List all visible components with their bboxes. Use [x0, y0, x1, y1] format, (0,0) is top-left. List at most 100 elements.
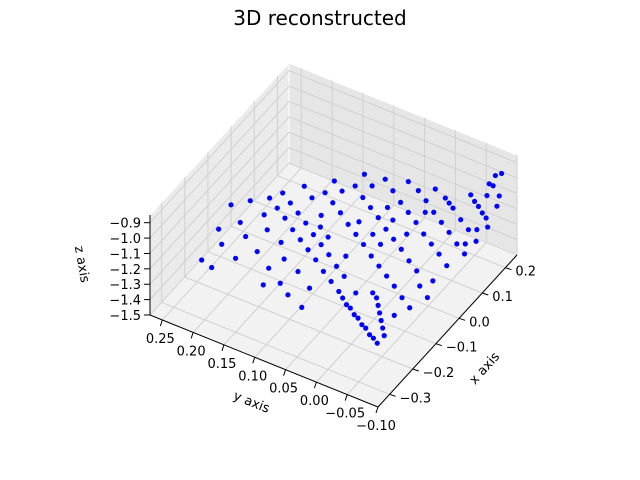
- data-point: [266, 265, 272, 271]
- data-point: [333, 263, 340, 269]
- data-point: [490, 183, 496, 189]
- data-point: [390, 217, 396, 223]
- x-tick-mark: [505, 267, 512, 271]
- data-point: [295, 210, 301, 216]
- z-tick-label: −1.5: [109, 309, 141, 324]
- x-tick-label: 0.2: [515, 265, 536, 280]
- data-point: [341, 273, 347, 279]
- data-point: [461, 251, 468, 257]
- data-point: [266, 195, 273, 201]
- z-grid-line: [149, 70, 290, 224]
- x-tick-label: −0.1: [446, 341, 478, 356]
- x-grid-line: [207, 251, 437, 345]
- data-point: [423, 198, 429, 204]
- data-point: [373, 295, 380, 301]
- x-tick-mark: [412, 368, 419, 372]
- data-point: [496, 193, 502, 199]
- data-point: [377, 310, 383, 316]
- x-tick-mark: [389, 393, 396, 397]
- data-point: [417, 283, 423, 289]
- data-point: [247, 198, 253, 204]
- y-tick-mark: [190, 332, 194, 339]
- data-point: [399, 295, 405, 301]
- z-grid-line: [288, 116, 518, 210]
- data-point: [368, 253, 374, 259]
- data-point: [336, 288, 342, 295]
- x-tick-mark: [458, 317, 466, 321]
- data-point: [436, 251, 442, 257]
- data-point: [377, 241, 384, 247]
- y-grid-line: [161, 167, 302, 321]
- data-point: [404, 231, 410, 237]
- data-point: [382, 176, 388, 182]
- data-point: [285, 292, 291, 298]
- y-axis-label: y axis: [231, 389, 272, 417]
- z-grid-line: [288, 100, 518, 194]
- y-tick-mark: [375, 406, 379, 414]
- z-axis-label: z axis: [71, 245, 92, 284]
- data-point: [370, 231, 376, 237]
- data-point: [494, 203, 500, 209]
- z-grid-line: [149, 147, 290, 300]
- data-point: [199, 257, 205, 263]
- data-point: [320, 268, 327, 274]
- data-point: [325, 234, 331, 240]
- data-point: [343, 301, 350, 308]
- data-point: [465, 227, 471, 233]
- data-point: [446, 229, 452, 235]
- data-point: [369, 183, 375, 189]
- z-tick-label: −1.1: [109, 247, 141, 262]
- data-point: [216, 226, 222, 232]
- data-point: [237, 219, 243, 226]
- y-tick-label: −0.05: [325, 407, 365, 422]
- data-point: [331, 178, 337, 184]
- axis-lines: [149, 215, 518, 408]
- data-point: [343, 253, 349, 259]
- data-point: [243, 233, 249, 240]
- data-point: [391, 312, 397, 318]
- data-point: [442, 195, 448, 201]
- data-point: [277, 280, 283, 286]
- data-point: [472, 198, 478, 204]
- data-point: [219, 241, 225, 247]
- z-grid-line: [149, 101, 290, 254]
- data-point: [347, 305, 353, 311]
- data-point: [353, 290, 359, 296]
- data-point: [281, 256, 287, 262]
- data-point: [454, 241, 460, 247]
- data-point: [318, 242, 324, 248]
- data-point: [378, 317, 384, 324]
- z-grid-line: [149, 162, 290, 316]
- y-tick-label: 0.00: [300, 394, 329, 409]
- data-point: [254, 248, 260, 255]
- data-point: [261, 212, 267, 218]
- data-point: [330, 200, 336, 206]
- data-point: [337, 210, 344, 216]
- data-points: [199, 170, 505, 346]
- data-point: [431, 209, 437, 215]
- data-point: [391, 236, 397, 242]
- x-grid-line: [254, 200, 483, 294]
- y-tick-mark: [221, 344, 225, 351]
- data-point: [370, 290, 376, 296]
- x-grid-line: [230, 225, 460, 319]
- data-point: [415, 188, 421, 194]
- z-tick-label: −1.2: [109, 263, 141, 278]
- data-point: [310, 232, 317, 238]
- data-point: [280, 190, 286, 196]
- z-grid-line: [288, 162, 518, 256]
- data-point: [361, 171, 368, 177]
- x-tick-label: 0.1: [492, 290, 513, 305]
- y-tick-label: −0.10: [356, 419, 396, 434]
- y-tick-mark: [252, 357, 256, 364]
- x-tick-mark: [435, 343, 443, 347]
- y-tick-mark: [344, 394, 348, 401]
- data-point: [363, 325, 369, 331]
- data-point: [339, 188, 345, 194]
- x-tick-label: −0.3: [400, 391, 432, 406]
- data-point: [381, 333, 387, 339]
- data-point: [367, 204, 374, 211]
- data-point: [405, 209, 411, 215]
- data-point: [424, 294, 431, 301]
